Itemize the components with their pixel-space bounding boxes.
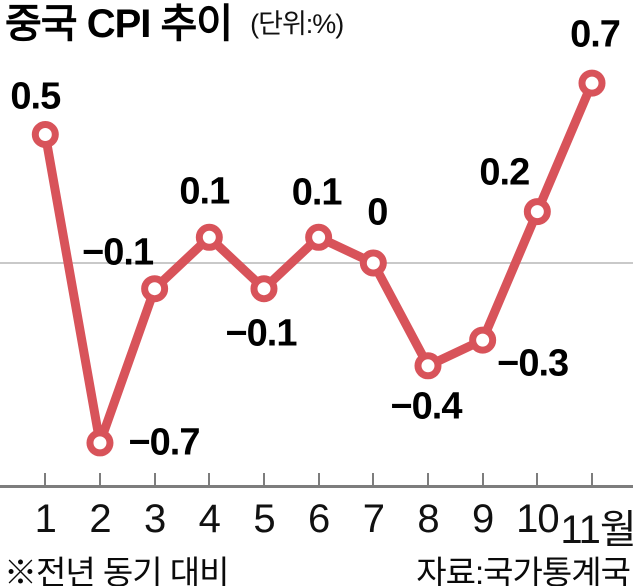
- footnote-text: ※전년 동기 대비: [4, 554, 229, 586]
- x-axis-label: 1: [34, 497, 57, 541]
- x-axis-tick: [262, 473, 265, 485]
- x-axis-tick: [208, 473, 211, 485]
- value-label: 0.7: [570, 13, 621, 56]
- value-label: 0: [367, 191, 388, 234]
- value-label: 0.5: [10, 75, 61, 117]
- x-axis-tick: [372, 473, 375, 485]
- source-text: 자료:국가통계국: [416, 554, 631, 586]
- chart-title: 중국 CPI 추이: [5, 2, 233, 46]
- x-axis-tick: [591, 473, 593, 485]
- x-axis-label: 11월: [560, 508, 633, 552]
- data-point-marker: [141, 275, 169, 303]
- x-axis-tick: [536, 473, 539, 485]
- x-axis-tick: [317, 473, 320, 485]
- x-axis-label: 2: [89, 497, 111, 541]
- data-point-marker: [305, 223, 333, 251]
- x-axis-label: 8: [417, 497, 439, 541]
- x-axis-label: 10: [516, 497, 559, 541]
- x-axis-tick: [426, 473, 429, 485]
- x-axis-line: [0, 485, 633, 488]
- data-point-marker: [469, 326, 497, 354]
- value-label: −0.1: [225, 312, 297, 355]
- x-axis-label: 6: [308, 497, 330, 541]
- x-axis-tick: [44, 473, 47, 485]
- x-axis-label: 5: [253, 497, 275, 541]
- chart-header: 중국 CPI 추이 (단위:%): [5, 0, 625, 50]
- value-label: −0.7: [128, 421, 200, 464]
- x-axis-tick: [153, 473, 156, 485]
- value-label: 0.1: [179, 170, 230, 213]
- x-axis-tick: [481, 473, 484, 485]
- value-label: −0.3: [497, 342, 569, 385]
- zero-reference-line: [0, 262, 633, 264]
- chart-unit-label: (단위:%): [250, 9, 344, 39]
- x-axis-label: 4: [198, 497, 221, 541]
- data-point-marker: [414, 352, 442, 380]
- x-axis-label: 7: [362, 497, 385, 541]
- value-label: 0.2: [479, 151, 530, 194]
- data-point-marker: [250, 275, 278, 303]
- data-point-marker: [31, 121, 59, 148]
- data-point-marker: [195, 223, 223, 251]
- x-axis-label: 9: [472, 497, 494, 541]
- x-axis-label: 3: [144, 497, 166, 541]
- data-point-marker: [578, 69, 606, 97]
- value-label: 0.1: [291, 171, 343, 214]
- data-point-marker: [359, 249, 387, 277]
- value-label: −0.1: [82, 231, 154, 274]
- x-axis-tick: [98, 473, 101, 485]
- data-point-marker: [86, 429, 114, 457]
- data-point-marker: [523, 198, 551, 226]
- value-label: −0.4: [390, 385, 462, 428]
